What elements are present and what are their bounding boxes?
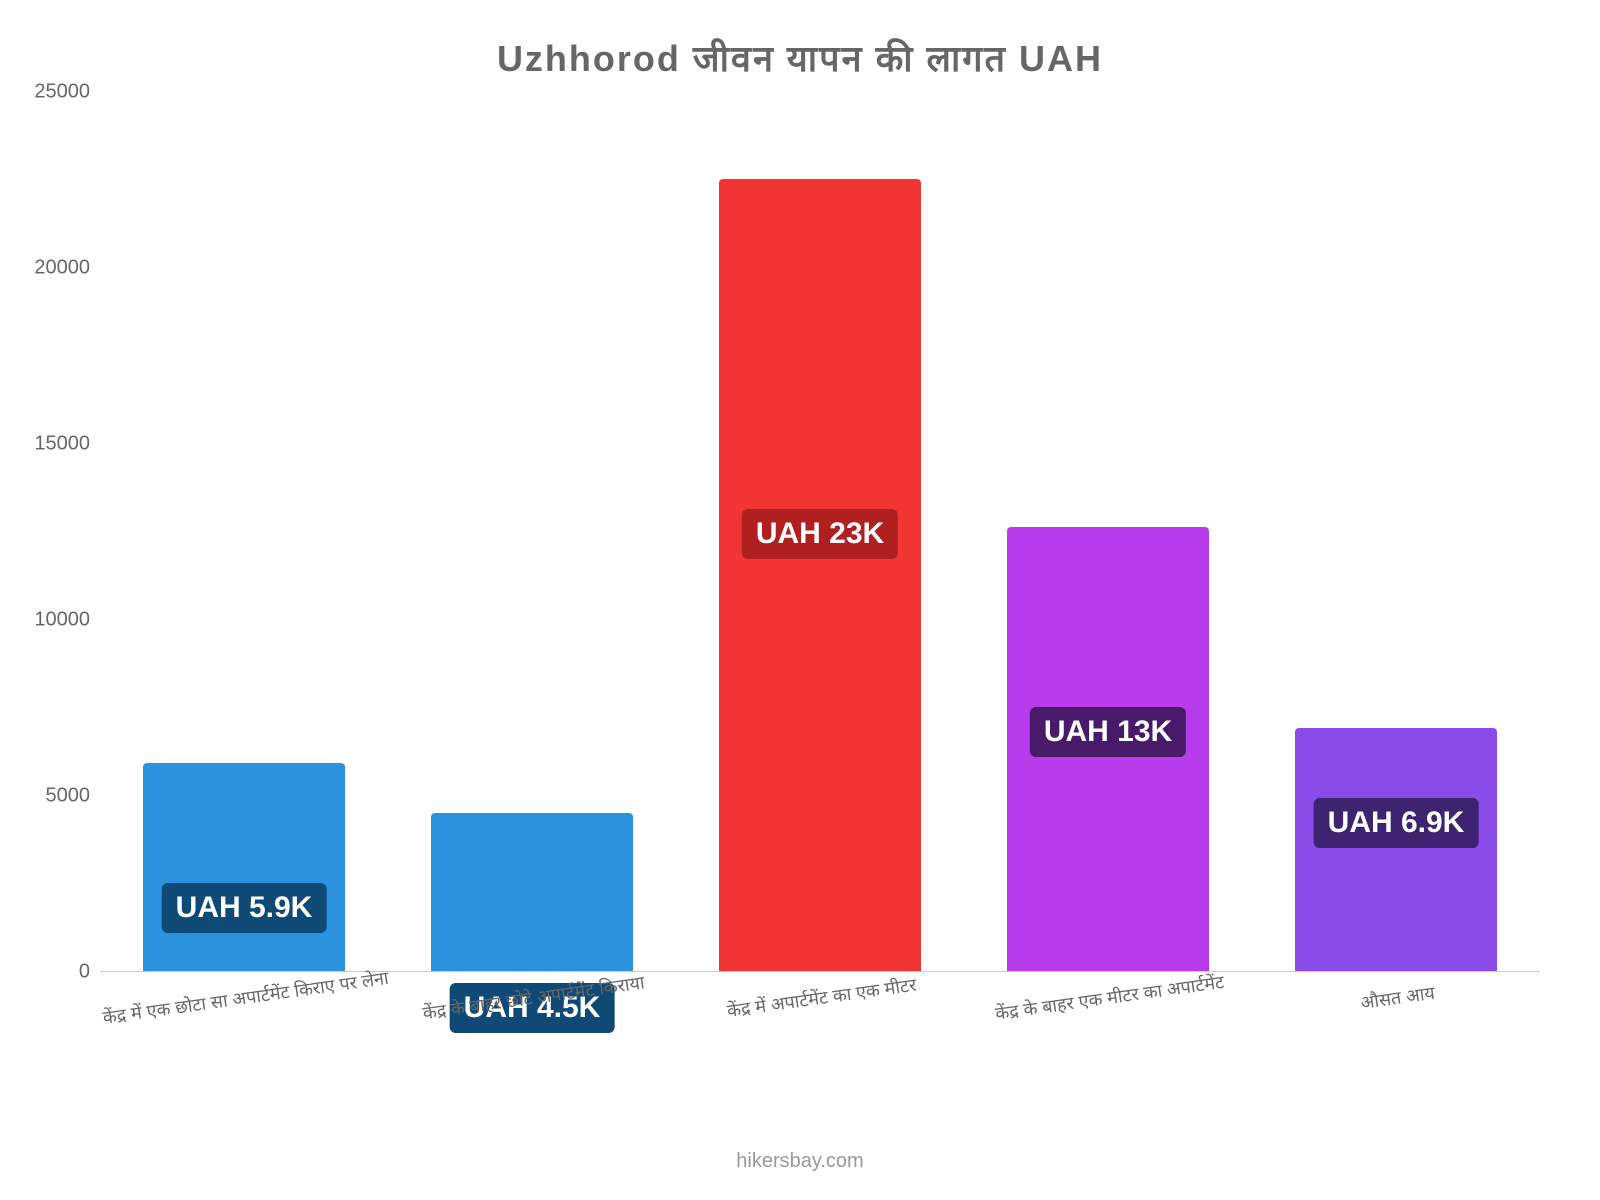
y-tick-label: 10000 bbox=[20, 609, 90, 632]
bar-value-label: UAH 23K bbox=[742, 509, 898, 559]
bar-slot: UAH 23K bbox=[676, 92, 964, 971]
x-label-slot: केंद्र में एक छोटा सा अपार्टमेंट किराए प… bbox=[100, 980, 388, 1040]
x-label-slot: केंद्र में अपार्टमेंट का एक मीटर bbox=[676, 980, 964, 1040]
bar-slot: UAH 6.9K bbox=[1252, 92, 1540, 971]
x-label-slot: केंद्र के बाहर छोटे अपार्टमेंट किराया bbox=[388, 980, 676, 1040]
bar: UAH 23K bbox=[719, 179, 921, 971]
x-axis-label: औसत आय bbox=[1359, 981, 1436, 1015]
y-tick-label: 5000 bbox=[20, 785, 90, 808]
credit-text: hikersbay.com bbox=[0, 1150, 1600, 1173]
x-label-slot: औसत आय bbox=[1252, 980, 1540, 1040]
bar-slot: UAH 5.9K bbox=[100, 92, 388, 971]
cost-of-living-chart: Uzhhorod जीवन यापन की लागत UAH 050001000… bbox=[0, 0, 1600, 1200]
bar-slot: UAH 13K bbox=[964, 92, 1252, 971]
chart-title: Uzhhorod जीवन यापन की लागत UAH bbox=[0, 33, 1600, 82]
bar-value-label: UAH 13K bbox=[1030, 707, 1186, 757]
x-label-slot: केंद्र के बाहर एक मीटर का अपार्टमेंट bbox=[964, 980, 1252, 1040]
y-tick-label: 15000 bbox=[20, 433, 90, 456]
y-tick-label: 25000 bbox=[20, 81, 90, 104]
bars-container: UAH 5.9K UAH 4.5K UAH 23K UAH 13K UAH 6.9K bbox=[100, 92, 1540, 971]
bar: UAH 4.5K bbox=[431, 813, 633, 971]
bar: UAH 6.9K bbox=[1295, 728, 1497, 971]
bar: UAH 13K bbox=[1007, 527, 1209, 971]
x-axis-label: केंद्र में एक छोटा सा अपार्टमेंट किराए प… bbox=[101, 966, 390, 1030]
x-axis-label: केंद्र के बाहर एक मीटर का अपार्टमेंट bbox=[994, 970, 1226, 1026]
bar-value-label: UAH 6.9K bbox=[1314, 798, 1479, 848]
bar: UAH 5.9K bbox=[143, 763, 345, 971]
bar-slot: UAH 4.5K bbox=[388, 92, 676, 971]
plot-area: 0500010000150002000025000 UAH 5.9KUAH 4.… bbox=[100, 92, 1540, 972]
x-axis-label: केंद्र के बाहर छोटे अपार्टमेंट किराया bbox=[421, 970, 646, 1025]
bar-value-label: UAH 5.9K bbox=[162, 883, 327, 933]
y-tick-label: 0 bbox=[20, 961, 90, 984]
x-axis-label: केंद्र में अपार्टमेंट का एक मीटर bbox=[726, 973, 918, 1023]
y-tick-label: 20000 bbox=[20, 257, 90, 280]
x-axis-labels: केंद्र में एक छोटा सा अपार्टमेंट किराए प… bbox=[100, 980, 1540, 1040]
